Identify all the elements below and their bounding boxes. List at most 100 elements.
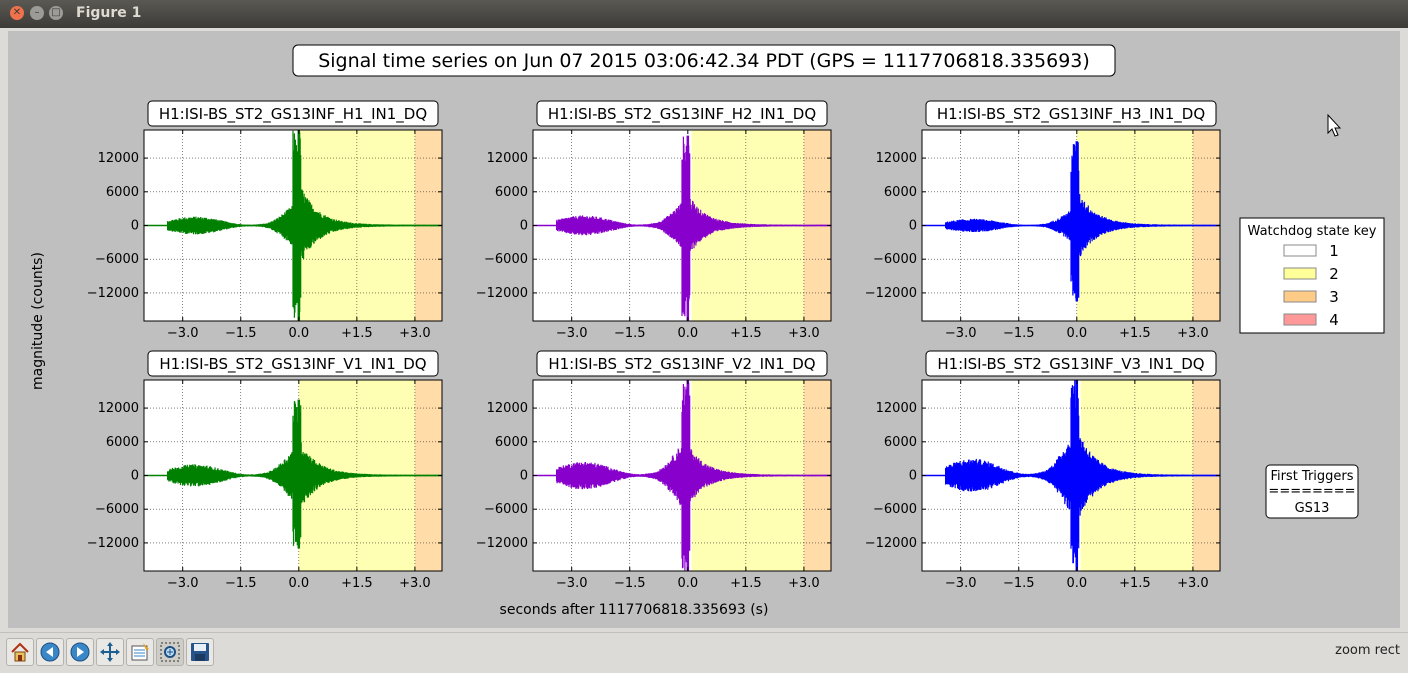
subplots-icon [129, 641, 151, 663]
y-tick-label: 6000 [495, 185, 528, 200]
x-tick-label: 0.0 [1066, 326, 1087, 341]
y-axis-label: magnitude (counts) [30, 252, 46, 390]
mouse-cursor-icon [1328, 115, 1340, 136]
maximize-window-button[interactable]: □ [49, 6, 63, 20]
subplot-4: −3.0 −1.5 0.0 +1.5 +3.0 12000 6000 0 −6000 −12000… [87, 351, 442, 591]
x-tick-label: +3.0 [399, 326, 431, 341]
zoom-to-rect-button[interactable] [156, 638, 184, 666]
legend-label: 2 [1329, 265, 1339, 283]
home-button[interactable] [6, 638, 34, 666]
y-tick-label: −12000 [476, 286, 528, 301]
home-icon [9, 641, 31, 663]
back-icon [39, 641, 61, 663]
figure-canvas[interactable]: Signal time series on Jun 07 2015 03:06:… [8, 31, 1400, 628]
toolbar-status: zoom rect [1335, 643, 1400, 658]
forward-button[interactable] [66, 638, 94, 666]
first-triggers-box: First Triggers ======== GS13 [1266, 465, 1358, 518]
subplot-title: H1:ISI-BS_ST2_GS13INF_H3_IN1_DQ [926, 101, 1216, 126]
y-tick-label: 0 [131, 469, 139, 484]
y-tick-label: 6000 [495, 435, 528, 450]
x-tick-label: +1.5 [730, 326, 762, 341]
pan-icon [99, 641, 121, 663]
subplot-title: H1:ISI-BS_ST2_GS13INF_V1_IN1_DQ [148, 351, 438, 376]
x-tick-label: +3.0 [788, 576, 820, 591]
legend-swatch [1284, 291, 1316, 302]
title-bar: ✕ – □ Figure 1 [0, 0, 1408, 28]
window-title: Figure 1 [76, 5, 141, 21]
y-tick-label: −6000 [484, 502, 528, 517]
y-tick-label: 0 [520, 469, 528, 484]
y-tick-label: 0 [909, 219, 917, 234]
watchdog-legend: Watchdog state key 1 2 3 4 [1240, 218, 1384, 333]
figure-title-box: Signal time series on Jun 07 2015 03:06:… [293, 45, 1115, 76]
x-tick-label: −3.0 [167, 576, 199, 591]
legend-swatch [1284, 268, 1316, 279]
close-window-button[interactable]: ✕ [10, 6, 24, 20]
x-tick-label: 0.0 [288, 326, 309, 341]
y-tick-label: −12000 [476, 536, 528, 551]
x-tick-label: +1.5 [1119, 576, 1151, 591]
subplot-title: H1:ISI-BS_ST2_GS13INF_H2_IN1_DQ [537, 101, 827, 126]
pan-button[interactable] [96, 638, 124, 666]
x-tick-label: −1.5 [614, 576, 646, 591]
subplot-title-text: H1:ISI-BS_ST2_GS13INF_V3_IN1_DQ [937, 355, 1204, 374]
zoom-to-rect-icon [159, 641, 181, 663]
x-tick-label: −1.5 [225, 576, 257, 591]
save-icon [189, 641, 211, 663]
minimize-window-button[interactable]: – [30, 6, 44, 20]
legend-swatch [1284, 245, 1316, 256]
subplot-title-text: H1:ISI-BS_ST2_GS13INF_H3_IN1_DQ [937, 105, 1205, 124]
y-tick-label: −12000 [865, 536, 917, 551]
first-triggers-value: GS13 [1295, 501, 1330, 516]
x-tick-label: +3.0 [788, 326, 820, 341]
x-tick-label: 0.0 [1066, 576, 1087, 591]
legend-swatch [1284, 314, 1316, 325]
y-tick-label: −12000 [87, 536, 139, 551]
y-tick-label: 12000 [876, 151, 917, 166]
x-tick-label: +3.0 [1177, 326, 1209, 341]
x-tick-label: −3.0 [167, 326, 199, 341]
subplot-2: −3.0 −1.5 0.0 +1.5 +3.0 12000 6000 0 −6000 −12000… [476, 101, 831, 341]
y-tick-label: 6000 [106, 435, 139, 450]
y-tick-label: 0 [909, 469, 917, 484]
y-tick-label: 12000 [876, 401, 917, 416]
x-tick-label: +1.5 [730, 576, 762, 591]
y-tick-label: −6000 [95, 502, 139, 517]
x-tick-label: −3.0 [556, 576, 588, 591]
y-tick-label: 0 [520, 219, 528, 234]
x-tick-label: +1.5 [341, 326, 373, 341]
subplots-button[interactable] [126, 638, 154, 666]
y-tick-label: 6000 [106, 185, 139, 200]
subplot-title: H1:ISI-BS_ST2_GS13INF_V3_IN1_DQ [926, 351, 1216, 376]
y-tick-label: 12000 [487, 401, 528, 416]
subplot-5: −3.0 −1.5 0.0 +1.5 +3.0 12000 6000 0 −6000 −12000… [476, 351, 831, 591]
legend-label: 1 [1329, 242, 1339, 260]
back-button[interactable] [36, 638, 64, 666]
y-tick-label: 12000 [98, 401, 139, 416]
x-tick-label: +3.0 [399, 576, 431, 591]
y-tick-label: −6000 [873, 252, 917, 267]
forward-icon [69, 641, 91, 663]
y-tick-label: 6000 [884, 435, 917, 450]
x-axis-label: seconds after 1117706818.335693 (s) [500, 602, 769, 618]
figure-svg: Signal time series on Jun 07 2015 03:06:… [8, 31, 1400, 628]
subplot-title-text: H1:ISI-BS_ST2_GS13INF_H1_IN1_DQ [159, 105, 427, 124]
y-tick-label: 12000 [98, 151, 139, 166]
navigation-toolbar: zoom rect [0, 632, 1408, 673]
subplot-title-text: H1:ISI-BS_ST2_GS13INF_V1_IN1_DQ [159, 355, 426, 374]
x-tick-label: −3.0 [945, 576, 977, 591]
x-tick-label: −3.0 [945, 326, 977, 341]
figure-title: Signal time series on Jun 07 2015 03:06:… [318, 50, 1090, 72]
x-tick-label: 0.0 [677, 326, 698, 341]
x-tick-label: −1.5 [1003, 326, 1035, 341]
subplot-grid: −3.0 −1.5 0.0 +1.5 +3.0 12000 6000 0 −6000 −12000… [87, 101, 1220, 591]
save-button[interactable] [186, 638, 214, 666]
subplot-title-text: H1:ISI-BS_ST2_GS13INF_V2_IN1_DQ [548, 355, 815, 374]
subplot-6: −3.0 −1.5 0.0 +1.5 +3.0 12000 6000 0 −6000 −12000… [865, 351, 1220, 591]
first-triggers-separator: ======== [1268, 484, 1355, 499]
x-tick-label: −3.0 [556, 326, 588, 341]
y-tick-label: 6000 [884, 185, 917, 200]
y-tick-label: 0 [131, 219, 139, 234]
y-tick-label: −6000 [873, 502, 917, 517]
